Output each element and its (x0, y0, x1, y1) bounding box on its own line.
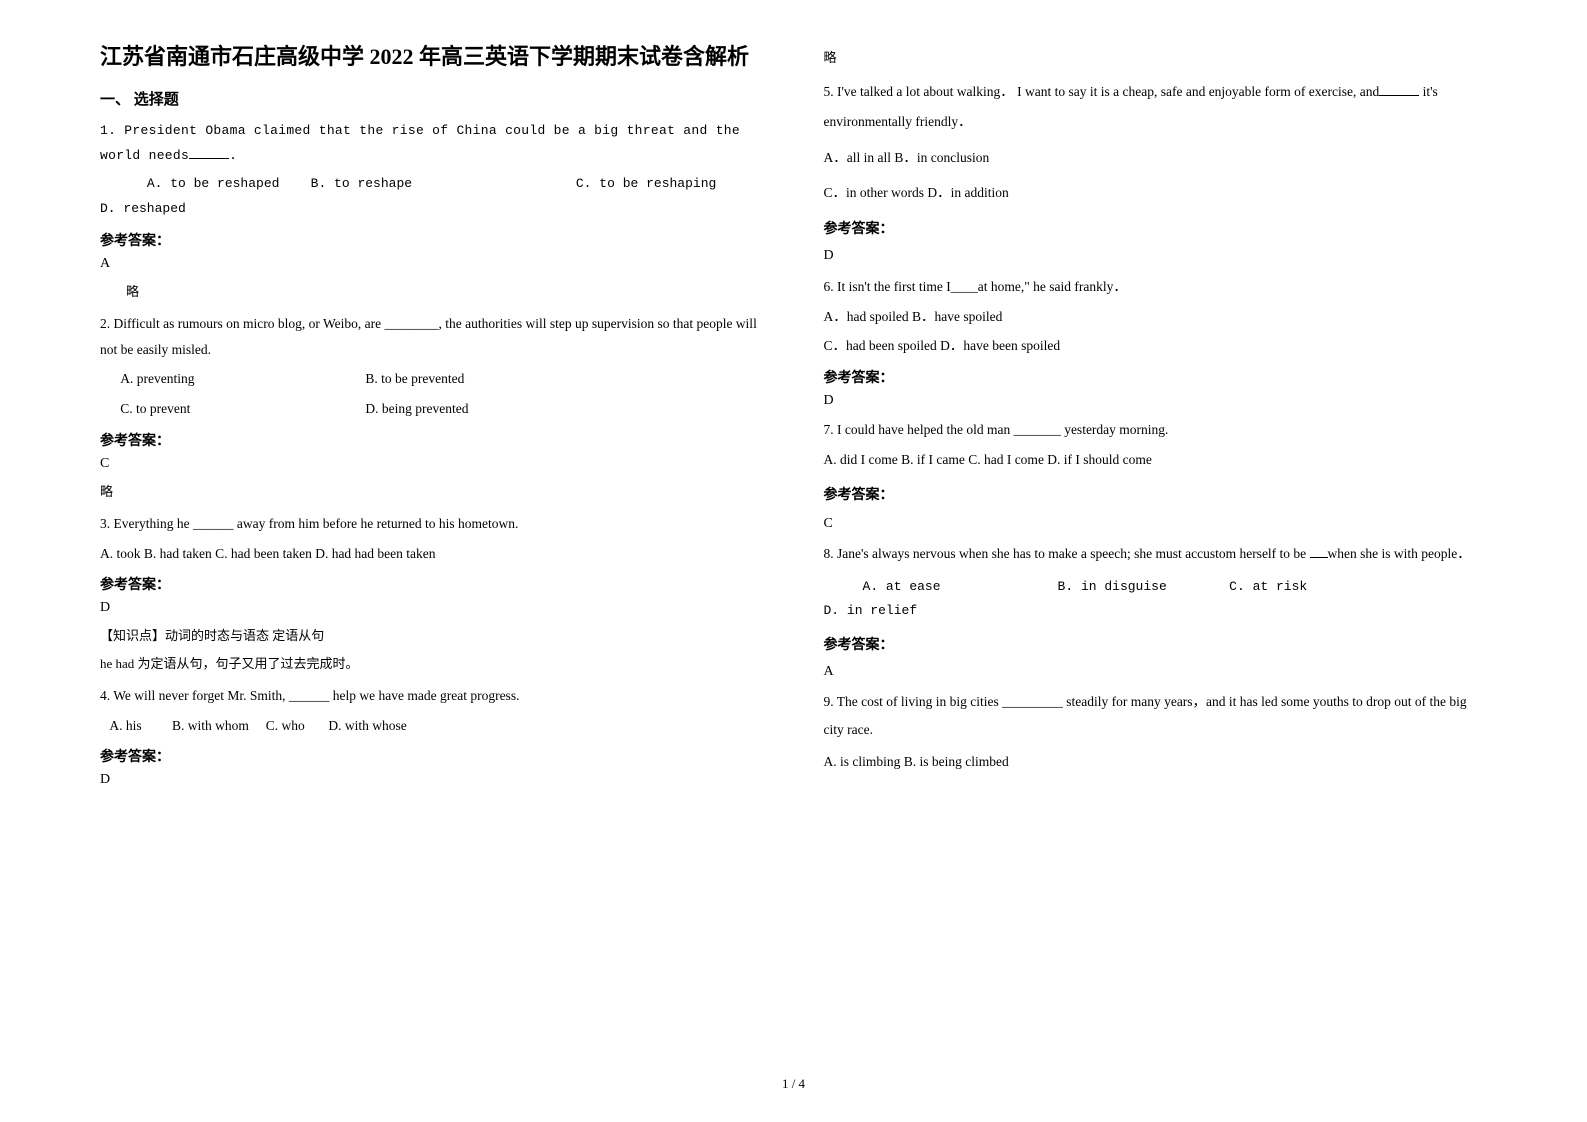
q3-options: A. took B. had taken C. had been taken D… (100, 541, 764, 567)
q8-text-a: 8. Jane's always nervous when she has to… (824, 546, 1310, 561)
q8-answer-label: 参考答案： (824, 634, 1488, 654)
right-column: 略 5. I've talked a lot about walking． I … (794, 40, 1528, 796)
q2-opt-a: A. preventing (100, 366, 365, 392)
q1-answer: A (100, 256, 764, 272)
q2-opt-b: B. to be prevented (365, 366, 464, 392)
q9-options: A. is climbing B. is being climbed (824, 749, 1488, 775)
q8-blank (1310, 557, 1328, 558)
q7-answer-label: 参考答案： (824, 484, 1488, 504)
q3-note1: 【知识点】动词的时态与语态 定语从句 (100, 624, 764, 647)
page-footer: 1 / 4 (0, 1076, 1587, 1092)
q6-answer-label: 参考答案： (824, 367, 1488, 387)
q6-options-ab: A．had spoiled B．have spoiled (824, 304, 1488, 330)
q1-blank (189, 158, 229, 159)
q2-opt-d: D. being prevented (365, 396, 468, 422)
q3-answer: D (100, 600, 764, 616)
q3-note2: he had 为定语从句，句子又用了过去完成时。 (100, 652, 764, 675)
q6-answer: D (824, 393, 1488, 409)
q8-text-b: when she is with people． (1328, 546, 1471, 561)
question-9: 9. The cost of living in big cities ____… (824, 688, 1488, 745)
question-7: 7. I could have helped the old man _____… (824, 417, 1488, 443)
q1-lue: 略 (100, 280, 764, 303)
q4-lue: 略 (824, 46, 1488, 69)
q4-answer-label: 参考答案： (100, 746, 764, 766)
q5-text-a: 5. I've talked a lot about walking． I wa… (824, 84, 1380, 99)
q2-opt-c: C. to prevent (100, 396, 365, 422)
exam-title: 江苏省南通市石庄高级中学 2022 年高三英语下学期期末试卷含解析 (100, 40, 764, 73)
q5-answer-label: 参考答案： (824, 218, 1488, 238)
q7-answer: C (824, 516, 1488, 532)
section-heading: 一、 选择题 (100, 88, 764, 109)
q2-answer: C (100, 456, 764, 472)
page-container: 江苏省南通市石庄高级中学 2022 年高三英语下学期期末试卷含解析 一、 选择题… (0, 0, 1587, 836)
q3-answer-label: 参考答案： (100, 574, 764, 594)
q5-blank (1379, 95, 1419, 96)
question-6: 6. It isn't the first time I____at home,… (824, 274, 1488, 300)
left-column: 江苏省南通市石庄高级中学 2022 年高三英语下学期期末试卷含解析 一、 选择题… (60, 40, 794, 796)
q5-options-ab: A．all in all B．in conclusion (824, 145, 1488, 171)
q4-options: A. his B. with whom C. who D. with whose (100, 713, 764, 739)
q8-answer: A (824, 664, 1488, 680)
question-2: 2. Difficult as rumours on micro blog, o… (100, 311, 764, 362)
q5-answer: D (824, 248, 1488, 264)
question-5: 5. I've talked a lot about walking． I wa… (824, 77, 1488, 136)
question-3: 3. Everything he ______ away from him be… (100, 511, 764, 537)
question-8: 8. Jane's always nervous when she has to… (824, 540, 1488, 568)
q5-options-cd: C．in other words D．in addition (824, 180, 1488, 206)
question-4: 4. We will never forget Mr. Smith, _____… (100, 683, 764, 709)
question-1: 1. President Obama claimed that the rise… (100, 119, 764, 168)
q2-answer-label: 参考答案： (100, 430, 764, 450)
q2-options-row2: C. to prevent D. being prevented (100, 396, 764, 422)
q7-options: A. did I come B. if I came C. had I come… (824, 447, 1488, 473)
q1-answer-label: 参考答案： (100, 230, 764, 250)
q6-options-cd: C．had been spoiled D．have been spoiled (824, 333, 1488, 359)
q2-lue: 略 (100, 480, 764, 503)
q4-answer: D (100, 772, 764, 788)
q1-options: A. to be reshaped B. to reshape C. to be… (100, 172, 764, 221)
q2-options-row1: A. preventing B. to be prevented (100, 366, 764, 392)
q1-text-b: . (229, 148, 237, 163)
q8-options: A. at ease B. in disguise C. at risk D. … (824, 575, 1488, 624)
